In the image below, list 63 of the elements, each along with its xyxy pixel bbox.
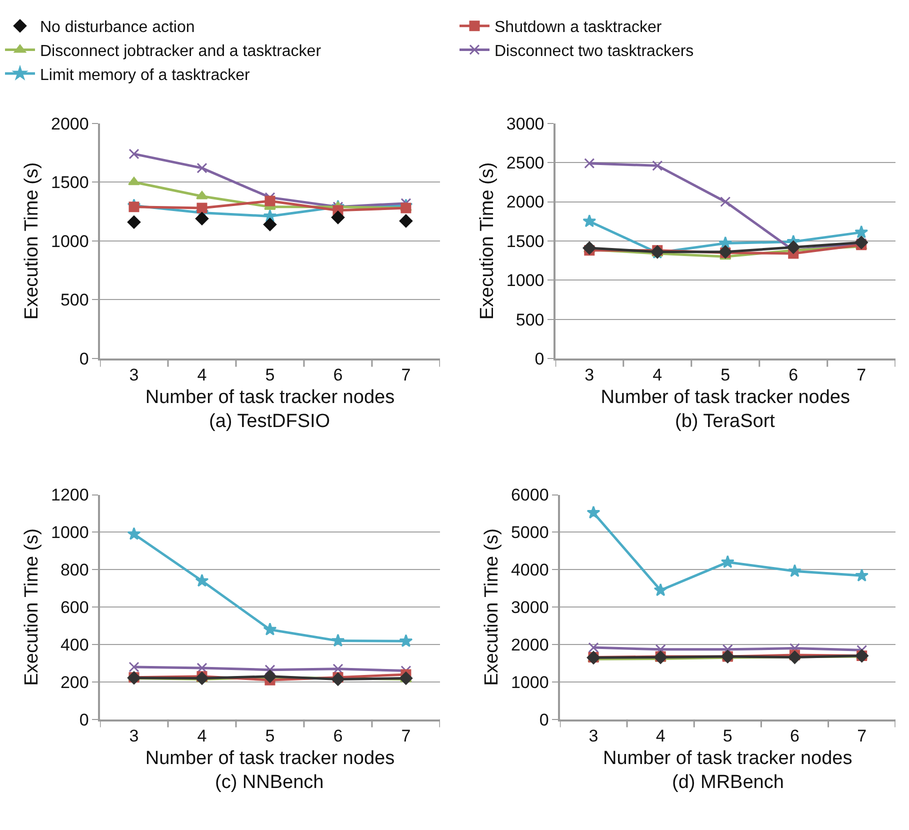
y-tick-label: 2000 xyxy=(51,114,89,134)
x-axis-title: Number of task tracker nodes xyxy=(603,748,852,769)
y-tick-label: 1500 xyxy=(506,232,544,251)
y-tick-label: 1000 xyxy=(506,271,544,290)
x-tick-label: 5 xyxy=(265,366,275,385)
x-tick-label: 3 xyxy=(588,726,598,746)
legend-label: Shutdown a tasktracker xyxy=(494,19,662,36)
y-tick-label: 400 xyxy=(60,636,89,654)
y-tick-label: 2500 xyxy=(506,154,544,172)
y-tick-label: 2000 xyxy=(506,192,544,212)
x-tick-label: 4 xyxy=(197,366,207,385)
y-tick-label: 3000 xyxy=(506,114,544,134)
y-tick-label: 0 xyxy=(79,349,89,368)
text: (d) MRBench xyxy=(672,772,784,793)
y-tick-label: 500 xyxy=(516,310,544,330)
y-tick-label: 200 xyxy=(60,672,89,692)
y-tick-label: 1200 xyxy=(51,486,89,505)
y-axis-title: Execution Time (s) xyxy=(476,162,498,320)
y-axis-title: Execution Time (s) xyxy=(21,162,42,320)
x-tick-label: 4 xyxy=(197,726,207,746)
y-tick-label: 800 xyxy=(60,560,89,580)
x-tick-label: 5 xyxy=(722,726,732,746)
y-tick-label: 0 xyxy=(534,349,544,368)
x-axis-title: Number of task tracker nodes xyxy=(145,748,395,769)
x-tick-label: 3 xyxy=(129,366,139,385)
text: (b) TeraSort xyxy=(675,411,776,432)
y-tick-label: 1000 xyxy=(510,672,549,692)
y-tick-label: 1500 xyxy=(51,173,89,192)
text: (c) NNBench xyxy=(215,772,324,793)
x-tick-label: 7 xyxy=(857,726,867,746)
x-tick-label: 6 xyxy=(333,366,343,385)
x-tick-label: 6 xyxy=(790,726,800,746)
y-tick-label: 0 xyxy=(539,710,549,730)
y-tick-label: 5000 xyxy=(510,523,549,542)
y-tick-label: 6000 xyxy=(510,486,549,505)
y-tick-label: 1000 xyxy=(51,523,89,542)
legend-label: Limit memory of a tasktracker xyxy=(40,66,250,84)
x-tick-label: 7 xyxy=(401,366,411,385)
y-tick-label: 3000 xyxy=(510,598,549,618)
y-axis-title: Execution Time (s) xyxy=(21,528,42,686)
legend-label: Disconnect two tasktrackers xyxy=(494,42,694,60)
y-tick-label: 500 xyxy=(60,290,89,310)
y-tick-label: 1000 xyxy=(51,232,89,251)
x-tick-label: 6 xyxy=(788,366,798,385)
x-tick-label: 3 xyxy=(129,726,139,746)
x-axis-title: Number of task tracker nodes xyxy=(600,386,850,408)
x-tick-label: 5 xyxy=(265,726,275,746)
x-axis-title: Number of task tracker nodes xyxy=(145,386,395,408)
x-tick-label: 3 xyxy=(584,366,594,385)
text: (a) TestDFSIO xyxy=(209,411,330,432)
x-tick-label: 7 xyxy=(401,726,411,746)
y-axis-title: Execution Time (s) xyxy=(481,528,502,686)
x-tick-label: 4 xyxy=(652,366,662,385)
x-tick-label: 7 xyxy=(856,366,866,385)
legend-label: No disturbance action xyxy=(40,19,195,36)
x-tick-label: 5 xyxy=(720,366,730,385)
x-tick-label: 4 xyxy=(656,726,666,746)
y-tick-label: 4000 xyxy=(510,560,549,580)
legend-label: Disconnect jobtracker and a tasktracker xyxy=(40,42,322,60)
y-tick-label: 600 xyxy=(60,598,89,618)
y-tick-label: 0 xyxy=(79,710,89,730)
x-tick-label: 6 xyxy=(333,726,343,746)
y-tick-label: 2000 xyxy=(510,636,549,654)
